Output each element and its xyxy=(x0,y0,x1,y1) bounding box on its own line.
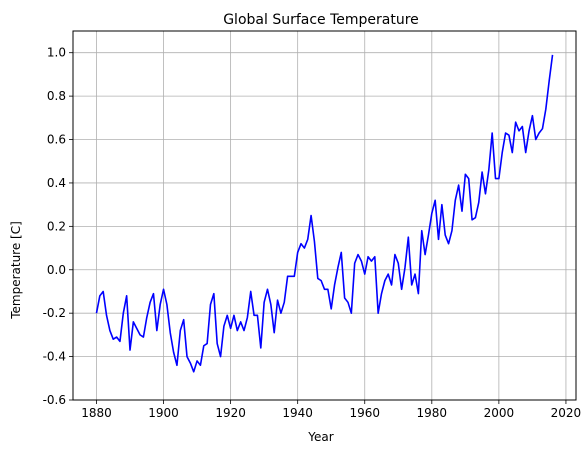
chart-title: Global Surface Temperature xyxy=(223,12,419,28)
y-tick-label: 0.8 xyxy=(47,89,66,103)
x-tick-label: 1960 xyxy=(349,406,380,420)
x-tick-label: 2020 xyxy=(551,406,582,420)
plot-frame xyxy=(72,30,577,401)
series-layer xyxy=(95,54,554,373)
y-tick-label: -0.6 xyxy=(43,393,66,407)
y-axis-label: Temperature [C] xyxy=(9,221,23,320)
x-axis-label: Year xyxy=(307,430,333,444)
x-tick-label: 1900 xyxy=(148,406,179,420)
y-tick-label: -0.2 xyxy=(43,306,66,320)
y-tick-label: 0.2 xyxy=(47,219,66,233)
x-tick-label: 2000 xyxy=(484,406,515,420)
x-tick-label: 1980 xyxy=(417,406,448,420)
ticks: 1880 1900 1920 1940 1960 1980 2000 2020 -0.6 -0.4… xyxy=(43,46,582,420)
y-tick-label: 0.0 xyxy=(47,263,66,277)
grid xyxy=(73,31,576,401)
x-tick-label: 1940 xyxy=(282,406,313,420)
x-tick-label: 1880 xyxy=(81,406,112,420)
y-tick-label: 0.4 xyxy=(47,176,66,190)
series-line xyxy=(95,54,554,373)
y-tick-label: 1.0 xyxy=(47,46,66,60)
y-tick-label: -0.4 xyxy=(43,350,66,364)
x-tick-label: 1920 xyxy=(215,406,246,420)
y-tick-label: 0.6 xyxy=(47,133,66,147)
